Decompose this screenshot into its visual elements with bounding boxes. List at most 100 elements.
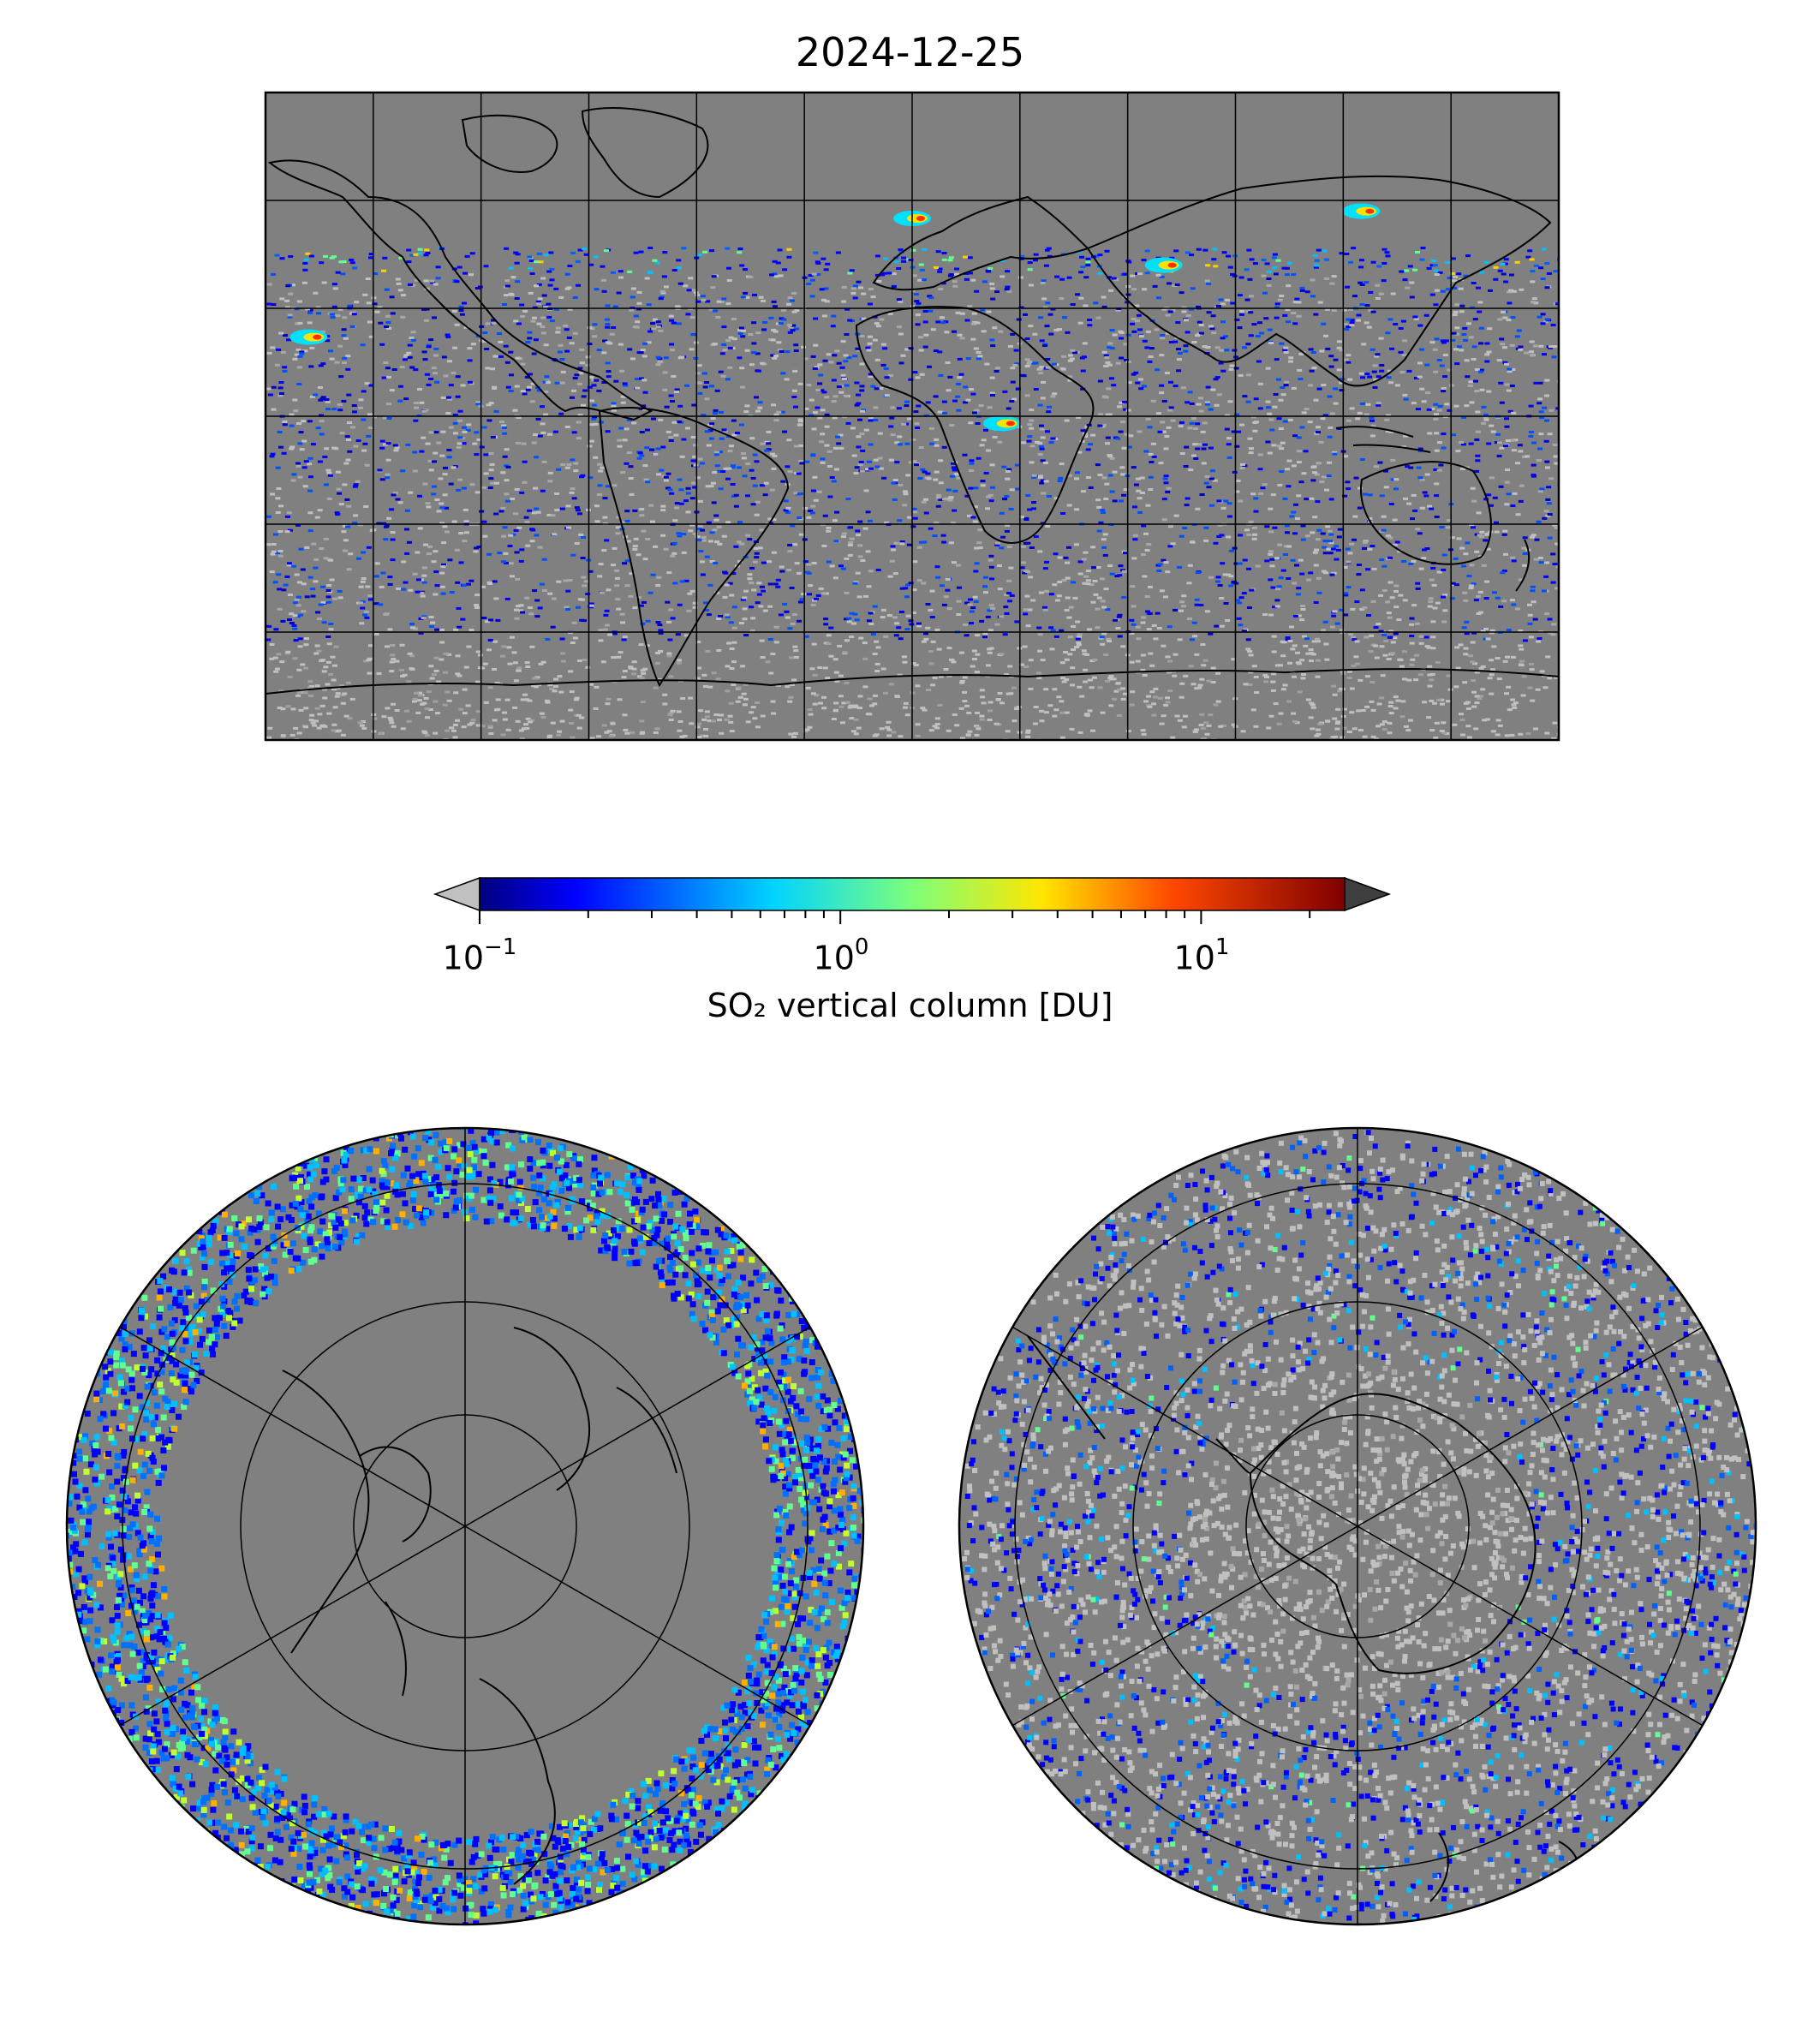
global-data-pixel bbox=[1358, 678, 1364, 682]
global-data-pixel bbox=[534, 615, 540, 618]
global-data-pixel bbox=[1251, 323, 1257, 326]
global-data-pixel bbox=[755, 725, 761, 729]
global-data-pixel bbox=[1220, 562, 1226, 565]
global-data-pixel bbox=[811, 562, 817, 564]
global-data-pixel bbox=[1184, 497, 1190, 500]
global-data-pixel bbox=[1265, 440, 1271, 444]
global-data-pixel bbox=[749, 437, 755, 440]
global-data-pixel bbox=[692, 455, 698, 458]
global-data-pixel bbox=[1245, 638, 1251, 642]
global-data-pixel bbox=[1059, 629, 1065, 632]
global-data-pixel bbox=[1376, 265, 1382, 268]
global-data-pixel bbox=[500, 654, 505, 658]
global-data-pixel bbox=[1499, 337, 1505, 341]
global-data-pixel bbox=[1080, 490, 1086, 493]
global-data-pixel bbox=[559, 719, 565, 723]
global-data-pixel bbox=[582, 659, 588, 661]
global-data-pixel bbox=[757, 401, 763, 404]
global-data-pixel bbox=[1120, 645, 1126, 648]
global-data-pixel bbox=[1380, 674, 1386, 677]
global-data-pixel bbox=[474, 604, 480, 606]
global-data-pixel bbox=[1384, 251, 1390, 254]
global-data-pixel bbox=[1194, 598, 1200, 601]
global-data-pixel bbox=[662, 388, 668, 391]
global-data-pixel bbox=[1436, 468, 1442, 472]
global-data-pixel bbox=[1226, 535, 1232, 539]
global-data-pixel bbox=[730, 483, 736, 486]
global-data-pixel bbox=[544, 699, 550, 702]
global-data-pixel bbox=[1101, 546, 1107, 549]
global-data-pixel bbox=[513, 528, 519, 532]
global-data-pixel bbox=[307, 511, 313, 515]
global-data-pixel bbox=[1501, 310, 1507, 313]
global-data-pixel bbox=[930, 640, 936, 643]
global-data-pixel bbox=[1024, 394, 1030, 397]
global-data-pixel bbox=[1548, 477, 1554, 480]
global-data-pixel bbox=[809, 295, 815, 298]
global-data-pixel bbox=[1413, 377, 1419, 379]
global-data-pixel bbox=[507, 662, 513, 665]
global-data-pixel bbox=[844, 333, 850, 336]
global-data-pixel bbox=[534, 260, 539, 264]
global-data-pixel bbox=[1077, 731, 1083, 734]
global-data-pixel bbox=[1003, 594, 1009, 597]
global-data-pixel bbox=[955, 395, 961, 398]
global-data-pixel bbox=[727, 582, 733, 585]
global-data-pixel bbox=[1296, 587, 1302, 590]
global-data-pixel bbox=[898, 611, 904, 613]
global-data-pixel bbox=[665, 430, 671, 433]
global-data-pixel bbox=[426, 505, 432, 509]
global-data-pixel bbox=[841, 701, 847, 705]
global-data-pixel bbox=[934, 628, 940, 631]
global-data-pixel bbox=[815, 262, 821, 265]
global-data-pixel bbox=[972, 411, 977, 415]
global-data-pixel bbox=[1282, 420, 1288, 423]
global-data-pixel bbox=[962, 453, 968, 457]
global-data-pixel bbox=[973, 347, 979, 350]
global-data-pixel bbox=[1507, 367, 1513, 371]
global-data-pixel bbox=[740, 335, 746, 338]
global-data-pixel bbox=[750, 476, 756, 480]
global-data-pixel bbox=[1543, 439, 1549, 443]
global-data-pixel bbox=[510, 276, 516, 279]
global-data-pixel bbox=[361, 449, 367, 452]
global-data-pixel bbox=[1511, 703, 1517, 707]
global-data-pixel bbox=[1059, 462, 1065, 466]
global-data-pixel bbox=[891, 272, 897, 276]
global-data-pixel bbox=[841, 535, 846, 539]
global-data-pixel bbox=[386, 516, 392, 520]
global-data-pixel bbox=[683, 634, 689, 637]
global-data-pixel bbox=[1006, 289, 1012, 293]
global-data-pixel bbox=[866, 460, 872, 463]
global-data-pixel bbox=[1123, 488, 1129, 492]
global-data-pixel bbox=[577, 512, 582, 516]
global-data-pixel bbox=[1453, 332, 1459, 336]
global-data-pixel bbox=[1400, 319, 1406, 323]
global-data-pixel bbox=[624, 731, 630, 735]
global-data-pixel bbox=[1387, 536, 1393, 540]
global-data-pixel bbox=[1150, 399, 1156, 403]
global-data-pixel bbox=[1364, 675, 1370, 678]
global-data-pixel bbox=[1276, 445, 1282, 448]
global-data-pixel bbox=[1006, 468, 1012, 471]
global-data-pixel bbox=[822, 359, 828, 362]
global-data-pixel bbox=[1505, 655, 1510, 659]
global-data-pixel bbox=[576, 283, 581, 287]
global-data-pixel bbox=[1381, 279, 1387, 283]
global-data-pixel bbox=[1375, 375, 1381, 379]
global-data-pixel bbox=[1385, 254, 1391, 258]
global-data-pixel bbox=[743, 291, 749, 295]
global-data-pixel bbox=[452, 421, 458, 425]
global-data-pixel bbox=[838, 446, 844, 450]
global-data-pixel bbox=[509, 373, 514, 377]
global-data-pixel bbox=[266, 283, 272, 286]
global-data-pixel bbox=[424, 373, 430, 376]
global-data-pixel bbox=[1189, 421, 1195, 425]
global-data-pixel bbox=[1463, 599, 1469, 602]
global-data-pixel bbox=[1038, 591, 1044, 594]
global-data-pixel bbox=[421, 615, 427, 618]
global-data-pixel bbox=[1033, 259, 1038, 262]
global-data-pixel bbox=[1043, 688, 1049, 691]
global-data-pixel bbox=[488, 618, 494, 622]
global-data-pixel bbox=[1165, 570, 1171, 574]
